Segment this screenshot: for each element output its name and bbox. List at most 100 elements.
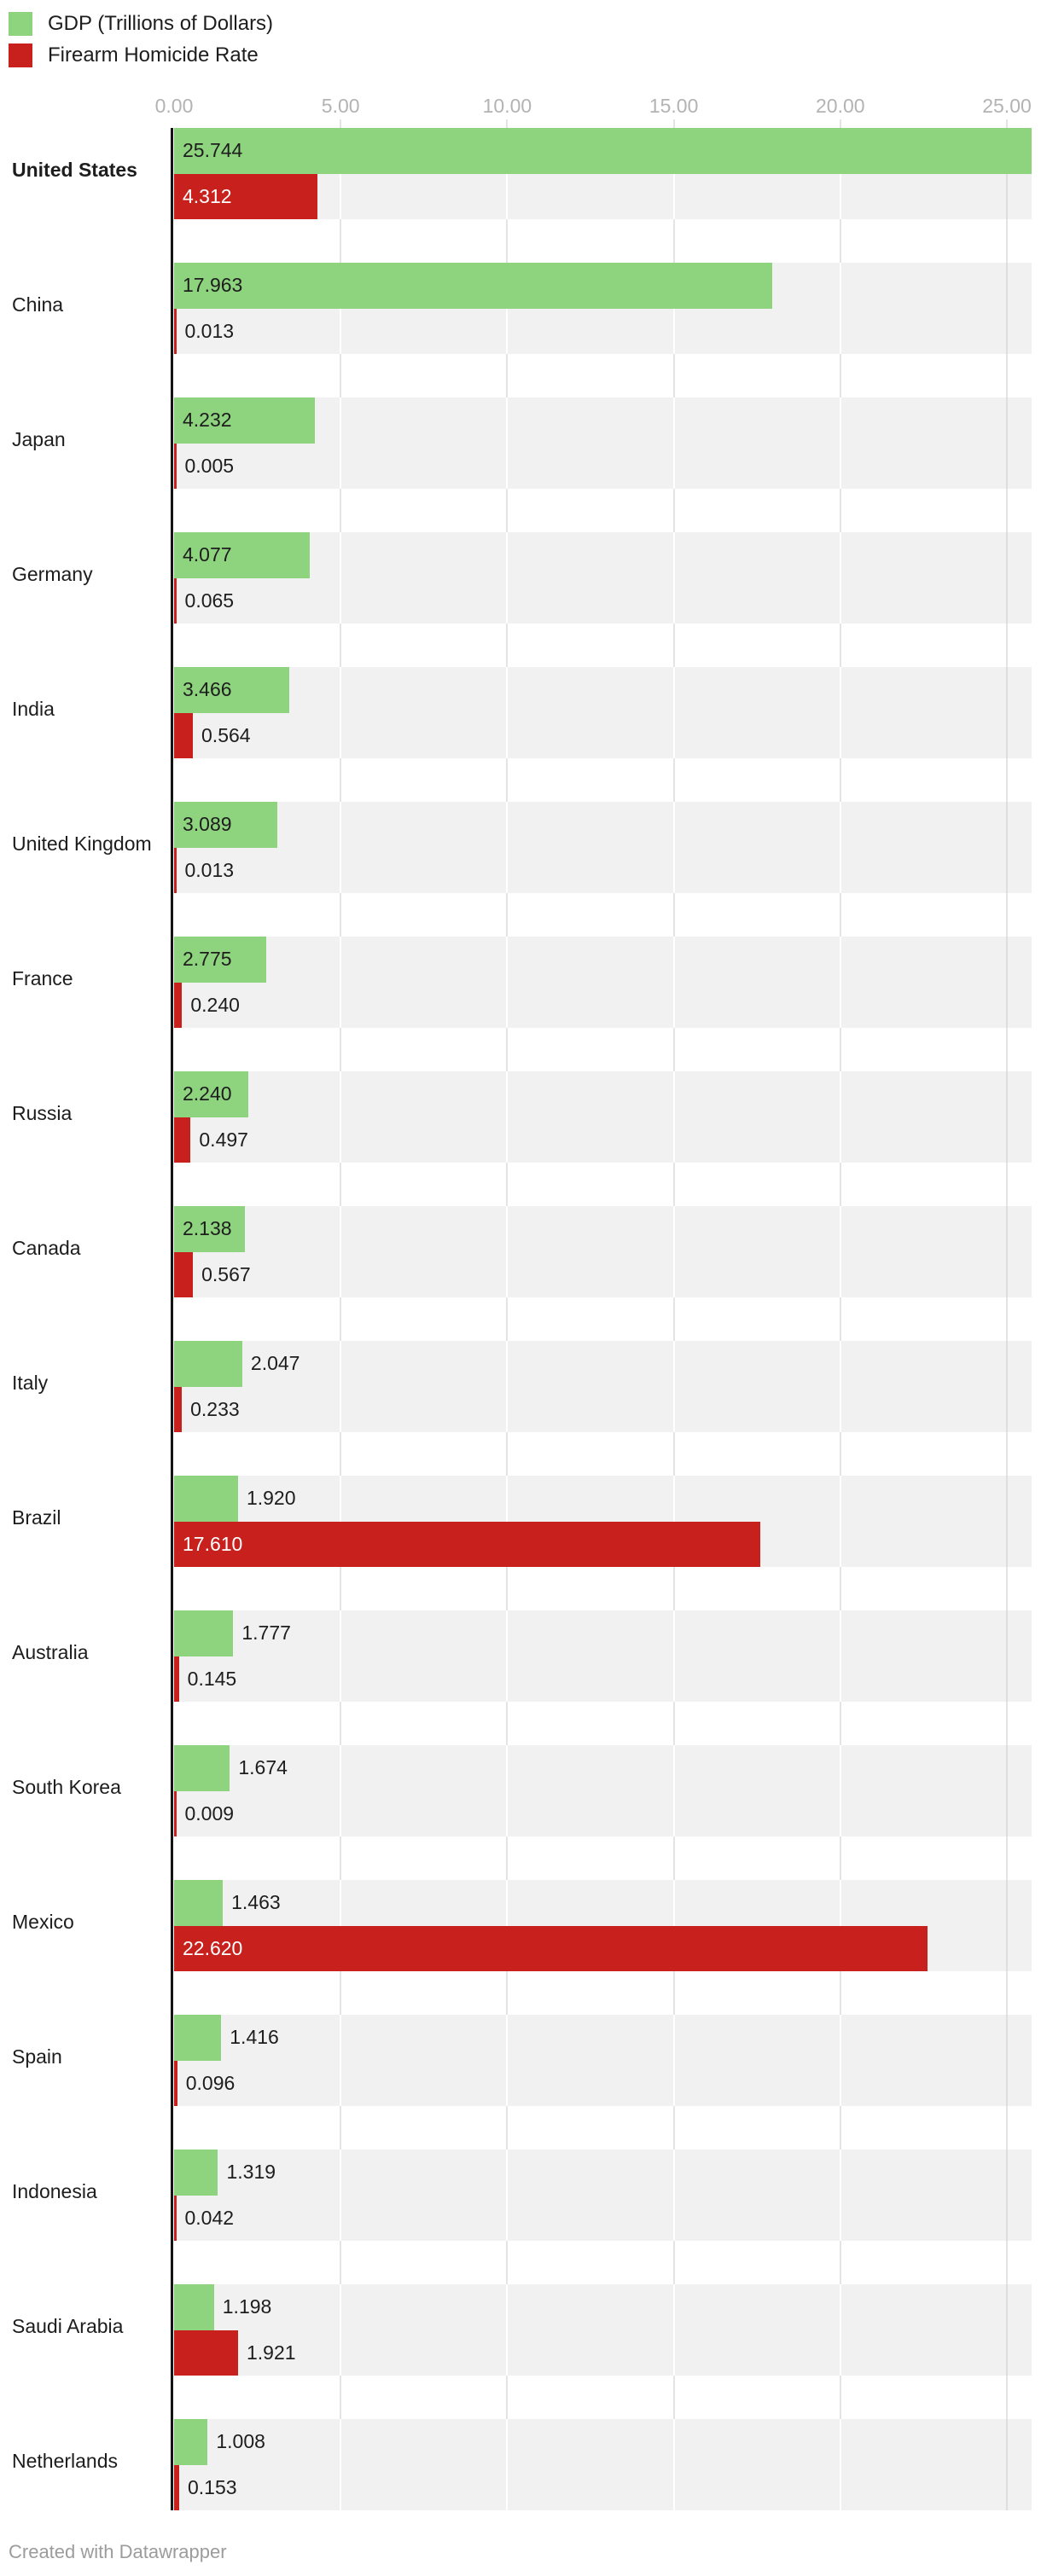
x-axis-tick-label: 0.00 [154, 95, 194, 117]
gdp-bar [174, 936, 267, 983]
group-track: 3.089 0.013 [174, 801, 1032, 893]
gridline-on-track [1006, 262, 1008, 354]
gridline-on-track [1006, 801, 1008, 893]
gdp-bar-row: 1.198 [174, 2283, 1032, 2330]
gdp-bar-row: 2.775 [174, 936, 1032, 983]
gdp-bar-row: 2.138 [174, 1205, 1032, 1252]
gridline-on-track [672, 1610, 675, 1702]
homicide-value-label: 0.013 [184, 319, 235, 342]
homicide-bar-row: 17.610 [174, 1521, 1032, 1567]
gridline-on-track [1006, 1879, 1008, 1971]
gridline-on-track [506, 531, 509, 624]
gridline-on-track [340, 936, 342, 1028]
group-track: 2.047 0.233 [174, 1340, 1032, 1432]
gdp-bar-row: 4.232 [174, 397, 1032, 444]
gdp-value-label: 4.077 [183, 543, 232, 566]
gdp-bar-row: 3.466 [174, 666, 1032, 713]
gridline-on-track [340, 1610, 342, 1702]
gridline-on-track [672, 1879, 675, 1971]
gridline-on-track [340, 1744, 342, 1836]
gdp-bar [174, 1340, 242, 1387]
homicide-bar [174, 308, 177, 354]
gdp-value-label: 1.463 [231, 1891, 281, 1913]
country-label: Australia [12, 1640, 89, 1663]
gridline-on-track [1006, 2418, 1008, 2510]
group-track: 2.240 0.497 [174, 1070, 1032, 1163]
gdp-bar [174, 2014, 222, 2061]
gridline-on-track [672, 2283, 675, 2376]
homicide-bar-row: 0.564 [174, 712, 1032, 758]
gridline-on-track [506, 1205, 509, 1297]
gdp-bar-row: 3.089 [174, 801, 1032, 848]
group-track: 3.466 0.564 [174, 666, 1032, 758]
homicide-value-label: 0.005 [184, 454, 235, 477]
gdp-value-label: 1.674 [238, 1756, 288, 1778]
homicide-bar-row: 0.567 [174, 1251, 1032, 1297]
homicide-value-label: 0.042 [184, 2206, 235, 2229]
group-track: 2.775 0.240 [174, 936, 1032, 1028]
gridline-on-track [340, 2014, 342, 2106]
country-label: India [12, 697, 55, 720]
gridline-on-track [506, 1610, 509, 1702]
gdp-bar [174, 397, 316, 444]
homicide-bar [174, 2329, 238, 2376]
gridline-on-track [506, 397, 509, 489]
gridline [839, 119, 841, 2510]
gridline-on-track [1006, 666, 1008, 758]
gridline-on-track [839, 1070, 841, 1163]
homicide-value-label: 0.153 [187, 2475, 237, 2498]
gridline-on-track [1006, 2283, 1008, 2376]
gridline-on-track [839, 1205, 841, 1297]
homicide-bar [174, 847, 177, 893]
gridline [1006, 119, 1008, 2510]
group-track: 25.744 4.312 [174, 127, 1032, 219]
homicide-value-label: 0.567 [201, 1262, 251, 1285]
attribution: Created with Datawrapper [9, 2541, 227, 2562]
gdp-value-label: 17.963 [183, 274, 243, 296]
gridline-on-track [506, 1070, 509, 1163]
gdp-bar [174, 1744, 230, 1791]
legend-item-homicide: Firearm Homicide Rate [9, 44, 259, 67]
homicide-bar [174, 1925, 928, 1971]
country-label: United Kingdom [12, 832, 152, 855]
gridline [506, 119, 509, 2510]
homicide-bar-row: 0.497 [174, 1117, 1032, 1163]
gridline-on-track [1006, 1610, 1008, 1702]
gridline-on-track [506, 1475, 509, 1567]
gridline-on-track [672, 397, 675, 489]
gridline-on-track [506, 1879, 509, 1971]
gdp-bar-row: 1.674 [174, 1744, 1032, 1791]
gdp-bar [174, 1205, 246, 1252]
gdp-bar [174, 1610, 234, 1656]
country-label: China [12, 293, 64, 316]
gridline-on-track [340, 397, 342, 489]
country-label: Italy [12, 1371, 49, 1394]
group-track: 1.319 0.042 [174, 2149, 1032, 2241]
gridline-on-track [340, 2149, 342, 2241]
gdp-value-label: 3.466 [183, 678, 232, 700]
homicide-value-label: 0.013 [184, 858, 235, 881]
gridline-on-track [506, 936, 509, 1028]
gridline-on-track [839, 1610, 841, 1702]
gridline-on-track [839, 1340, 841, 1432]
gridline-on-track [340, 801, 342, 893]
homicide-bar [174, 1521, 761, 1567]
gdp-bar-row: 2.047 [174, 1340, 1032, 1387]
gdp-bar [174, 666, 290, 713]
group-track: 1.416 0.096 [174, 2014, 1032, 2106]
homicide-value-label: 4.312 [183, 184, 232, 207]
gdp-bar-row: 4.077 [174, 531, 1032, 578]
gridline-on-track [1006, 936, 1008, 1028]
homicide-bar [174, 712, 194, 758]
gridline-on-track [672, 1205, 675, 1297]
homicide-bar-row: 0.042 [174, 2195, 1032, 2241]
group-track: 1.777 0.145 [174, 1610, 1032, 1702]
gdp-bar-row: 17.963 [174, 262, 1032, 309]
gdp-bar [174, 531, 311, 578]
gridline-on-track [672, 1475, 675, 1567]
gdp-bar [174, 1070, 249, 1117]
gridline-on-track [1006, 397, 1008, 489]
gdp-bar [174, 127, 1032, 174]
homicide-bar-row: 0.009 [174, 1790, 1032, 1836]
gdp-bar-row: 1.416 [174, 2014, 1032, 2061]
